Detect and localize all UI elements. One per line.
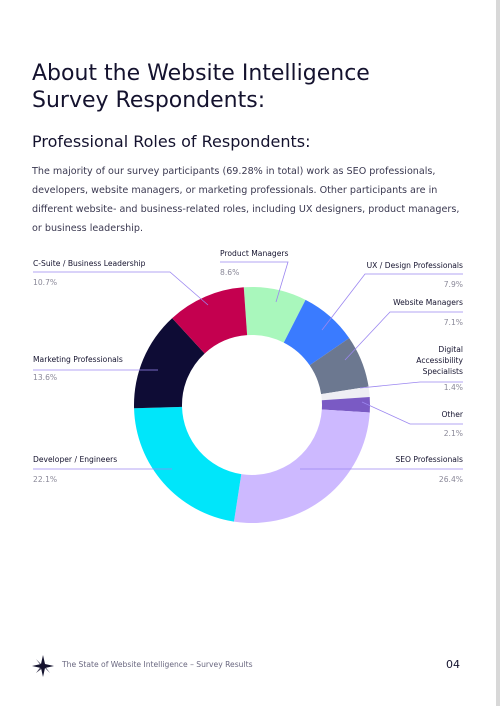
leader-line xyxy=(220,261,289,303)
donut-slice xyxy=(309,338,369,395)
leader-line xyxy=(321,273,463,331)
value-label: 7.9% xyxy=(444,280,463,289)
value-label: 13.6% xyxy=(33,373,57,382)
subtitle: Professional Roles of Respondents: xyxy=(32,132,311,151)
category-label: Website Managers xyxy=(393,298,463,307)
category-label: Digital Accessibility Specialists xyxy=(416,345,463,376)
category-label: C-Suite / Business Leadership xyxy=(33,259,146,268)
value-label: 26.4% xyxy=(439,475,463,484)
category-label: Marketing Professionals xyxy=(33,355,123,364)
value-label: 1.4% xyxy=(444,383,463,392)
intro: The majority of our survey participants … xyxy=(32,166,460,234)
leader-line xyxy=(359,381,463,389)
donut-slice xyxy=(283,299,350,366)
category-label-line: Digital xyxy=(438,345,463,354)
donut-slice xyxy=(134,318,205,409)
donut-slice xyxy=(243,287,306,343)
category-label: SEO Professionals xyxy=(395,455,463,464)
category-label-line: Specialists xyxy=(423,367,463,376)
category-label: Product Managers xyxy=(220,249,289,258)
logo xyxy=(32,655,54,677)
donut-slice xyxy=(134,406,242,522)
title: About the Website Intelligence Survey Re… xyxy=(32,61,370,113)
leader-line xyxy=(33,271,209,306)
category-label-line: Accessibility xyxy=(416,356,463,365)
value-label: 7.1% xyxy=(444,318,463,327)
value-label: 2.1% xyxy=(444,429,463,438)
category-label: Other xyxy=(441,410,463,419)
value-label: 10.7% xyxy=(33,278,57,287)
page-number: 04 xyxy=(446,658,460,671)
category-label: Developer / Engineers xyxy=(33,455,117,464)
donut-slice xyxy=(233,409,370,523)
leader-line xyxy=(361,401,463,425)
donut-slice xyxy=(321,386,370,401)
leader-line xyxy=(344,311,463,361)
donut-slice xyxy=(172,287,248,354)
donut-slice xyxy=(321,396,370,413)
category-label: UX / Design Professionals xyxy=(367,261,463,270)
value-label: 22.1% xyxy=(33,475,57,484)
value-label: 8.6% xyxy=(220,268,239,277)
footer-text: The State of Website Intelligence – Surv… xyxy=(62,660,253,669)
